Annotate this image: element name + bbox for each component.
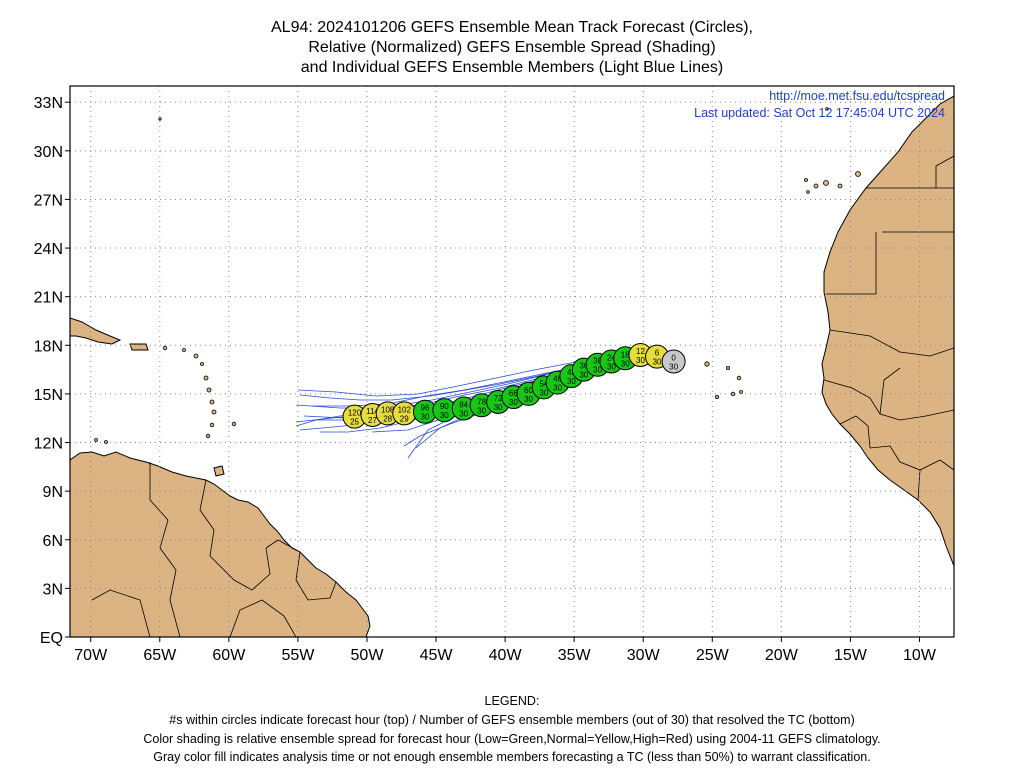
member-count: 30 (593, 366, 602, 375)
member-count: 30 (567, 377, 576, 386)
lesser-antilles (94, 117, 237, 444)
forecast-hour: 96 (421, 404, 430, 413)
forecast-hour: 48 (553, 375, 562, 384)
forecast-hour: 0 (671, 354, 676, 363)
track-point: 030 (661, 349, 686, 374)
lon-label: 70W (74, 647, 108, 664)
chart-title-line-3: and Individual GEFS Ensemble Members (Li… (300, 59, 724, 76)
chart-title-line-2: Relative (Normalized) GEFS Ensemble Spre… (308, 39, 716, 56)
lon-label: 60W (212, 647, 246, 664)
member-count: 30 (477, 406, 486, 415)
puerto-rico (129, 343, 149, 351)
lon-label: 25W (696, 647, 730, 664)
mean-track-circles: 1202511427108281022996309030843078307230… (342, 343, 686, 429)
member-count: 30 (653, 358, 662, 367)
member-count: 30 (494, 403, 503, 412)
lat-label: 12N (34, 436, 63, 453)
lat-label: 27N (34, 192, 63, 209)
africa-borders (823, 155, 954, 501)
member-count: 30 (669, 363, 678, 372)
lon-label: 40W (489, 647, 523, 664)
lon-label: 45W (420, 647, 454, 664)
forecast-hour: 84 (459, 400, 468, 409)
legend-line-1: #s within circles indicate forecast hour… (169, 713, 855, 727)
forecast-hour: 60 (524, 386, 533, 395)
forecast-hour: 6 (655, 349, 660, 358)
member-count: 30 (636, 356, 645, 365)
africa-landmass (821, 95, 954, 567)
forecast-hour: 42 (567, 368, 576, 377)
member-count: 30 (459, 409, 468, 418)
forecast-hour: 120 (348, 409, 362, 418)
lon-label: 30W (627, 647, 661, 664)
member-count: 30 (440, 411, 449, 420)
legend-line-3: Gray color fill indicates analysis time … (153, 750, 871, 764)
south-america-borders (91, 462, 337, 637)
member-count: 30 (509, 398, 518, 407)
member-count: 27 (368, 416, 377, 425)
forecast-hour: 78 (477, 397, 486, 406)
forecast-hour: 72 (494, 394, 503, 403)
lat-label: 18N (34, 338, 63, 355)
track-circle (661, 349, 686, 374)
member-count: 25 (350, 418, 359, 427)
member-count: 30 (621, 359, 630, 368)
lon-label: 65W (143, 647, 177, 664)
lon-label: 35W (558, 647, 592, 664)
lon-label: 20W (765, 647, 799, 664)
trinidad-island (213, 465, 225, 477)
lon-label: 55W (281, 647, 315, 664)
lon-label: 15W (834, 647, 868, 664)
lat-label: 15N (34, 387, 63, 404)
member-count: 30 (539, 388, 548, 397)
track-map: 1202511427108281022996309030843078307230… (34, 85, 955, 664)
lon-label: 10W (903, 647, 937, 664)
forecast-hour: 54 (539, 379, 548, 388)
chart-title-line-1: AL94: 2024101206 GEFS Ensemble Mean Trac… (271, 19, 753, 36)
lon-label: 50W (351, 647, 385, 664)
forecast-hour: 36 (579, 362, 588, 371)
south-america-landmass (70, 451, 371, 637)
lat-label: 6N (43, 533, 63, 550)
lat-label: EQ (40, 630, 63, 647)
legend-line-2: Color shading is relative ensemble sprea… (143, 732, 881, 746)
forecast-hour: 114 (366, 407, 379, 416)
member-count: 30 (524, 395, 533, 404)
lat-label: 24N (34, 241, 63, 258)
forecast-hour: 24 (607, 354, 616, 363)
forecast-hour: 102 (398, 405, 412, 414)
member-count: 30 (607, 363, 616, 372)
forecast-hour: 90 (440, 402, 449, 411)
atlantic-islands (704, 107, 861, 399)
member-count: 30 (553, 384, 562, 393)
forecast-hour: 30 (593, 357, 602, 366)
forecast-hour: 66 (509, 389, 518, 398)
lat-label: 21N (34, 290, 63, 307)
member-count: 30 (579, 371, 588, 380)
forecast-hour: 108 (381, 405, 395, 414)
member-count: 29 (400, 414, 409, 423)
latitude-labels: 33N 30N 27N 24N 21N 18N 15N 12N 9N 6N 3N EQ (34, 95, 70, 647)
lat-label: 30N (34, 144, 63, 161)
greater-antilles (70, 317, 122, 345)
map-frame (69, 85, 955, 638)
lat-label: 33N (34, 95, 63, 112)
last-updated: Last updated: Sat Oct 12 17:45:04 UTC 20… (694, 106, 945, 120)
lat-label: 9N (43, 484, 63, 501)
longitude-labels: 70W 65W 60W 55W 50W 45W 40W 35W 30W 25W 20W 15W 10W (74, 637, 937, 664)
source-url: http://moe.met.fsu.edu/tcspread (769, 89, 945, 103)
legend-heading: LEGEND: (484, 694, 540, 708)
member-count: 30 (421, 413, 430, 422)
forecast-hour: 18 (621, 350, 630, 359)
lat-label: 3N (43, 581, 63, 598)
forecast-hour: 12 (636, 347, 645, 356)
member-count: 28 (383, 414, 392, 423)
